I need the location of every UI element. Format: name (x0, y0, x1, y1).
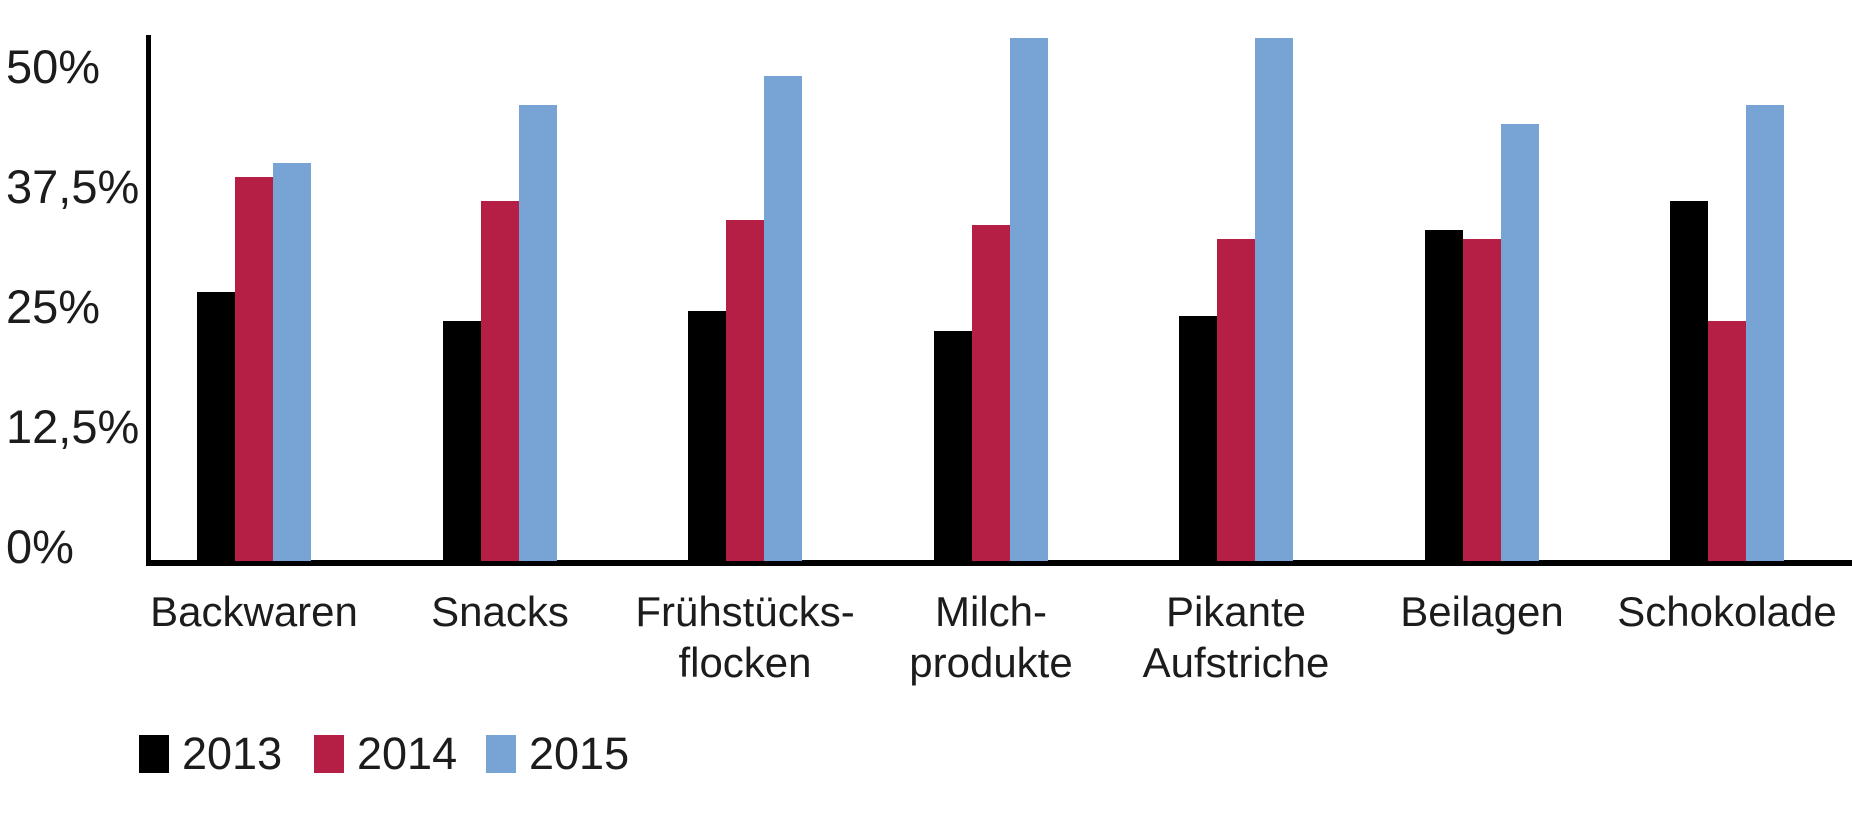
bar-2015-backwaren (273, 162, 311, 561)
legend-label-2015: 2015 (529, 728, 630, 779)
bar-2014-snacks (481, 201, 519, 561)
legend-label-2014: 2014 (357, 728, 458, 779)
bar-2013-beilagen (1425, 229, 1463, 561)
category-label-beilagen: Beilagen (1400, 588, 1564, 635)
bar-2014-fr-hst-cks-flocken (726, 220, 764, 561)
bar-2015-schokolade (1746, 105, 1784, 561)
y-tick-label-37-5: 37,5% (6, 160, 140, 213)
x-axis-line (146, 560, 1852, 566)
y-tick-label-50: 50% (6, 40, 101, 93)
y-tick-label-25: 25% (6, 280, 101, 333)
legend-label-2013: 2013 (182, 728, 283, 779)
category-label-snacks: Snacks (431, 588, 569, 635)
y-tick-label-0: 0% (6, 520, 74, 573)
bar-2014-milch-produkte (972, 225, 1010, 561)
bar-2013-pikante-aufstriche (1179, 316, 1217, 561)
bar-2014-beilagen (1463, 239, 1501, 561)
category-label-fr-hst-cks-flocken: Frühstücks- flocken (635, 588, 855, 687)
y-tick-label-12-5: 12,5% (6, 400, 140, 453)
category-label-pikante-aufstriche: Pikante Aufstriche (1142, 588, 1330, 687)
legend-item-2014: 2014 (314, 731, 457, 776)
legend-item-2013: 2013 (139, 731, 282, 776)
legend-item-2015: 2015 (486, 731, 629, 776)
category-label-milch-produkte: Milch- produkte (909, 588, 1073, 687)
bar-2013-schokolade (1670, 201, 1708, 561)
legend-swatch-2015 (486, 734, 516, 773)
bar-2014-schokolade (1708, 321, 1746, 561)
bar-2015-snacks (519, 105, 557, 561)
category-label-schokolade: Schokolade (1617, 588, 1837, 635)
legend-swatch-2013 (139, 734, 169, 773)
bar-2015-beilagen (1501, 124, 1539, 561)
y-axis-line (146, 35, 151, 566)
bar-2013-backwaren (197, 292, 235, 561)
bar-2015-milch-produkte (1010, 37, 1048, 561)
bar-2014-pikante-aufstriche (1217, 239, 1255, 561)
legend-swatch-2014 (314, 734, 344, 773)
bar-2013-fr-hst-cks-flocken (688, 311, 726, 561)
bar-2013-snacks (443, 321, 481, 561)
category-label-backwaren: Backwaren (150, 588, 358, 635)
bar-2014-backwaren (235, 177, 273, 561)
bar-2015-pikante-aufstriche (1255, 37, 1293, 561)
bar-2015-fr-hst-cks-flocken (764, 76, 802, 561)
bar-2013-milch-produkte (934, 330, 972, 561)
